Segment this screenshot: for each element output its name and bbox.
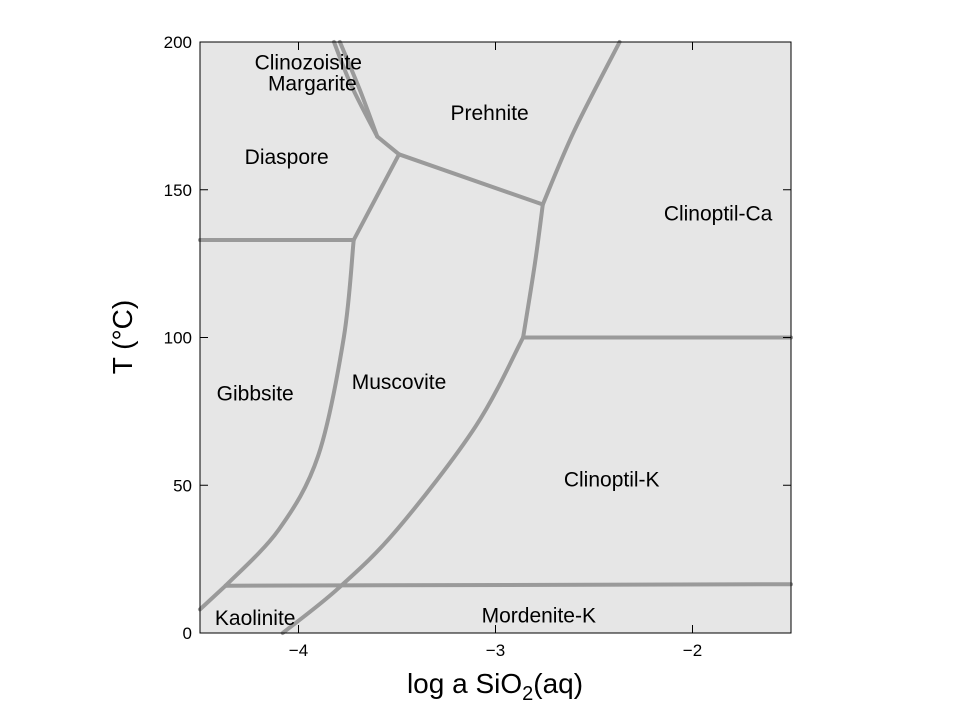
boundary-clinozoisite-margarite-2 xyxy=(337,40,380,139)
x-axis-label: log a SiO2(aq) xyxy=(407,668,583,705)
field-label-margarite: Margarite xyxy=(268,72,357,95)
y-tick-label-200: 200 xyxy=(164,33,192,52)
boundary-lines xyxy=(198,40,793,635)
field-label-clinozoisite: Clinozoisite xyxy=(255,52,362,75)
field-label-muscovite: Muscovite xyxy=(352,371,447,394)
y-tick-label-150: 150 xyxy=(164,181,192,200)
field-label-diaspore: Diaspore xyxy=(245,146,329,169)
field-label-prehnite: Prehnite xyxy=(450,102,528,125)
boundary-gibbsite-muscovite xyxy=(223,238,356,588)
y-axis-ticks: 0 50 100 150 200 xyxy=(164,33,791,643)
x-tick-label--2: −2 xyxy=(683,641,702,660)
boundary-diaspore-muscovite xyxy=(351,152,401,242)
boundary-gibbsite-kaolinite xyxy=(198,583,228,612)
field-label-clinoptil-k: Clinoptil-K xyxy=(564,468,660,491)
y-axis-label: T (°C) xyxy=(107,300,138,374)
x-tick-label--4: −4 xyxy=(289,641,308,660)
boundary-prehnite-clinoptil-ca xyxy=(540,40,622,207)
field-label-gibbsite: Gibbsite xyxy=(217,383,294,406)
boundary-prehnite-upper xyxy=(397,152,545,207)
y-tick-label-100: 100 xyxy=(164,329,192,348)
boundary-margarite-diaspore xyxy=(375,134,401,157)
y-tick-label-0: 0 xyxy=(183,624,192,643)
x-tick-label--3: −3 xyxy=(486,641,505,660)
field-label-clinoptil-ca: Clinoptil-Ca xyxy=(664,202,773,225)
field-label-mordenite-k: Mordenite-K xyxy=(482,604,596,627)
boundary-muscovite-clinoptil-boundary xyxy=(521,202,545,340)
field-label-kaolinite: Kaolinite xyxy=(215,607,296,630)
boundary-kaolinite-top xyxy=(223,582,793,588)
y-tick-label-50: 50 xyxy=(173,476,192,495)
x-axis-ticks: −4 −3 −2 xyxy=(289,42,702,660)
boundary-muscovite-clinoptil-k xyxy=(280,335,526,635)
